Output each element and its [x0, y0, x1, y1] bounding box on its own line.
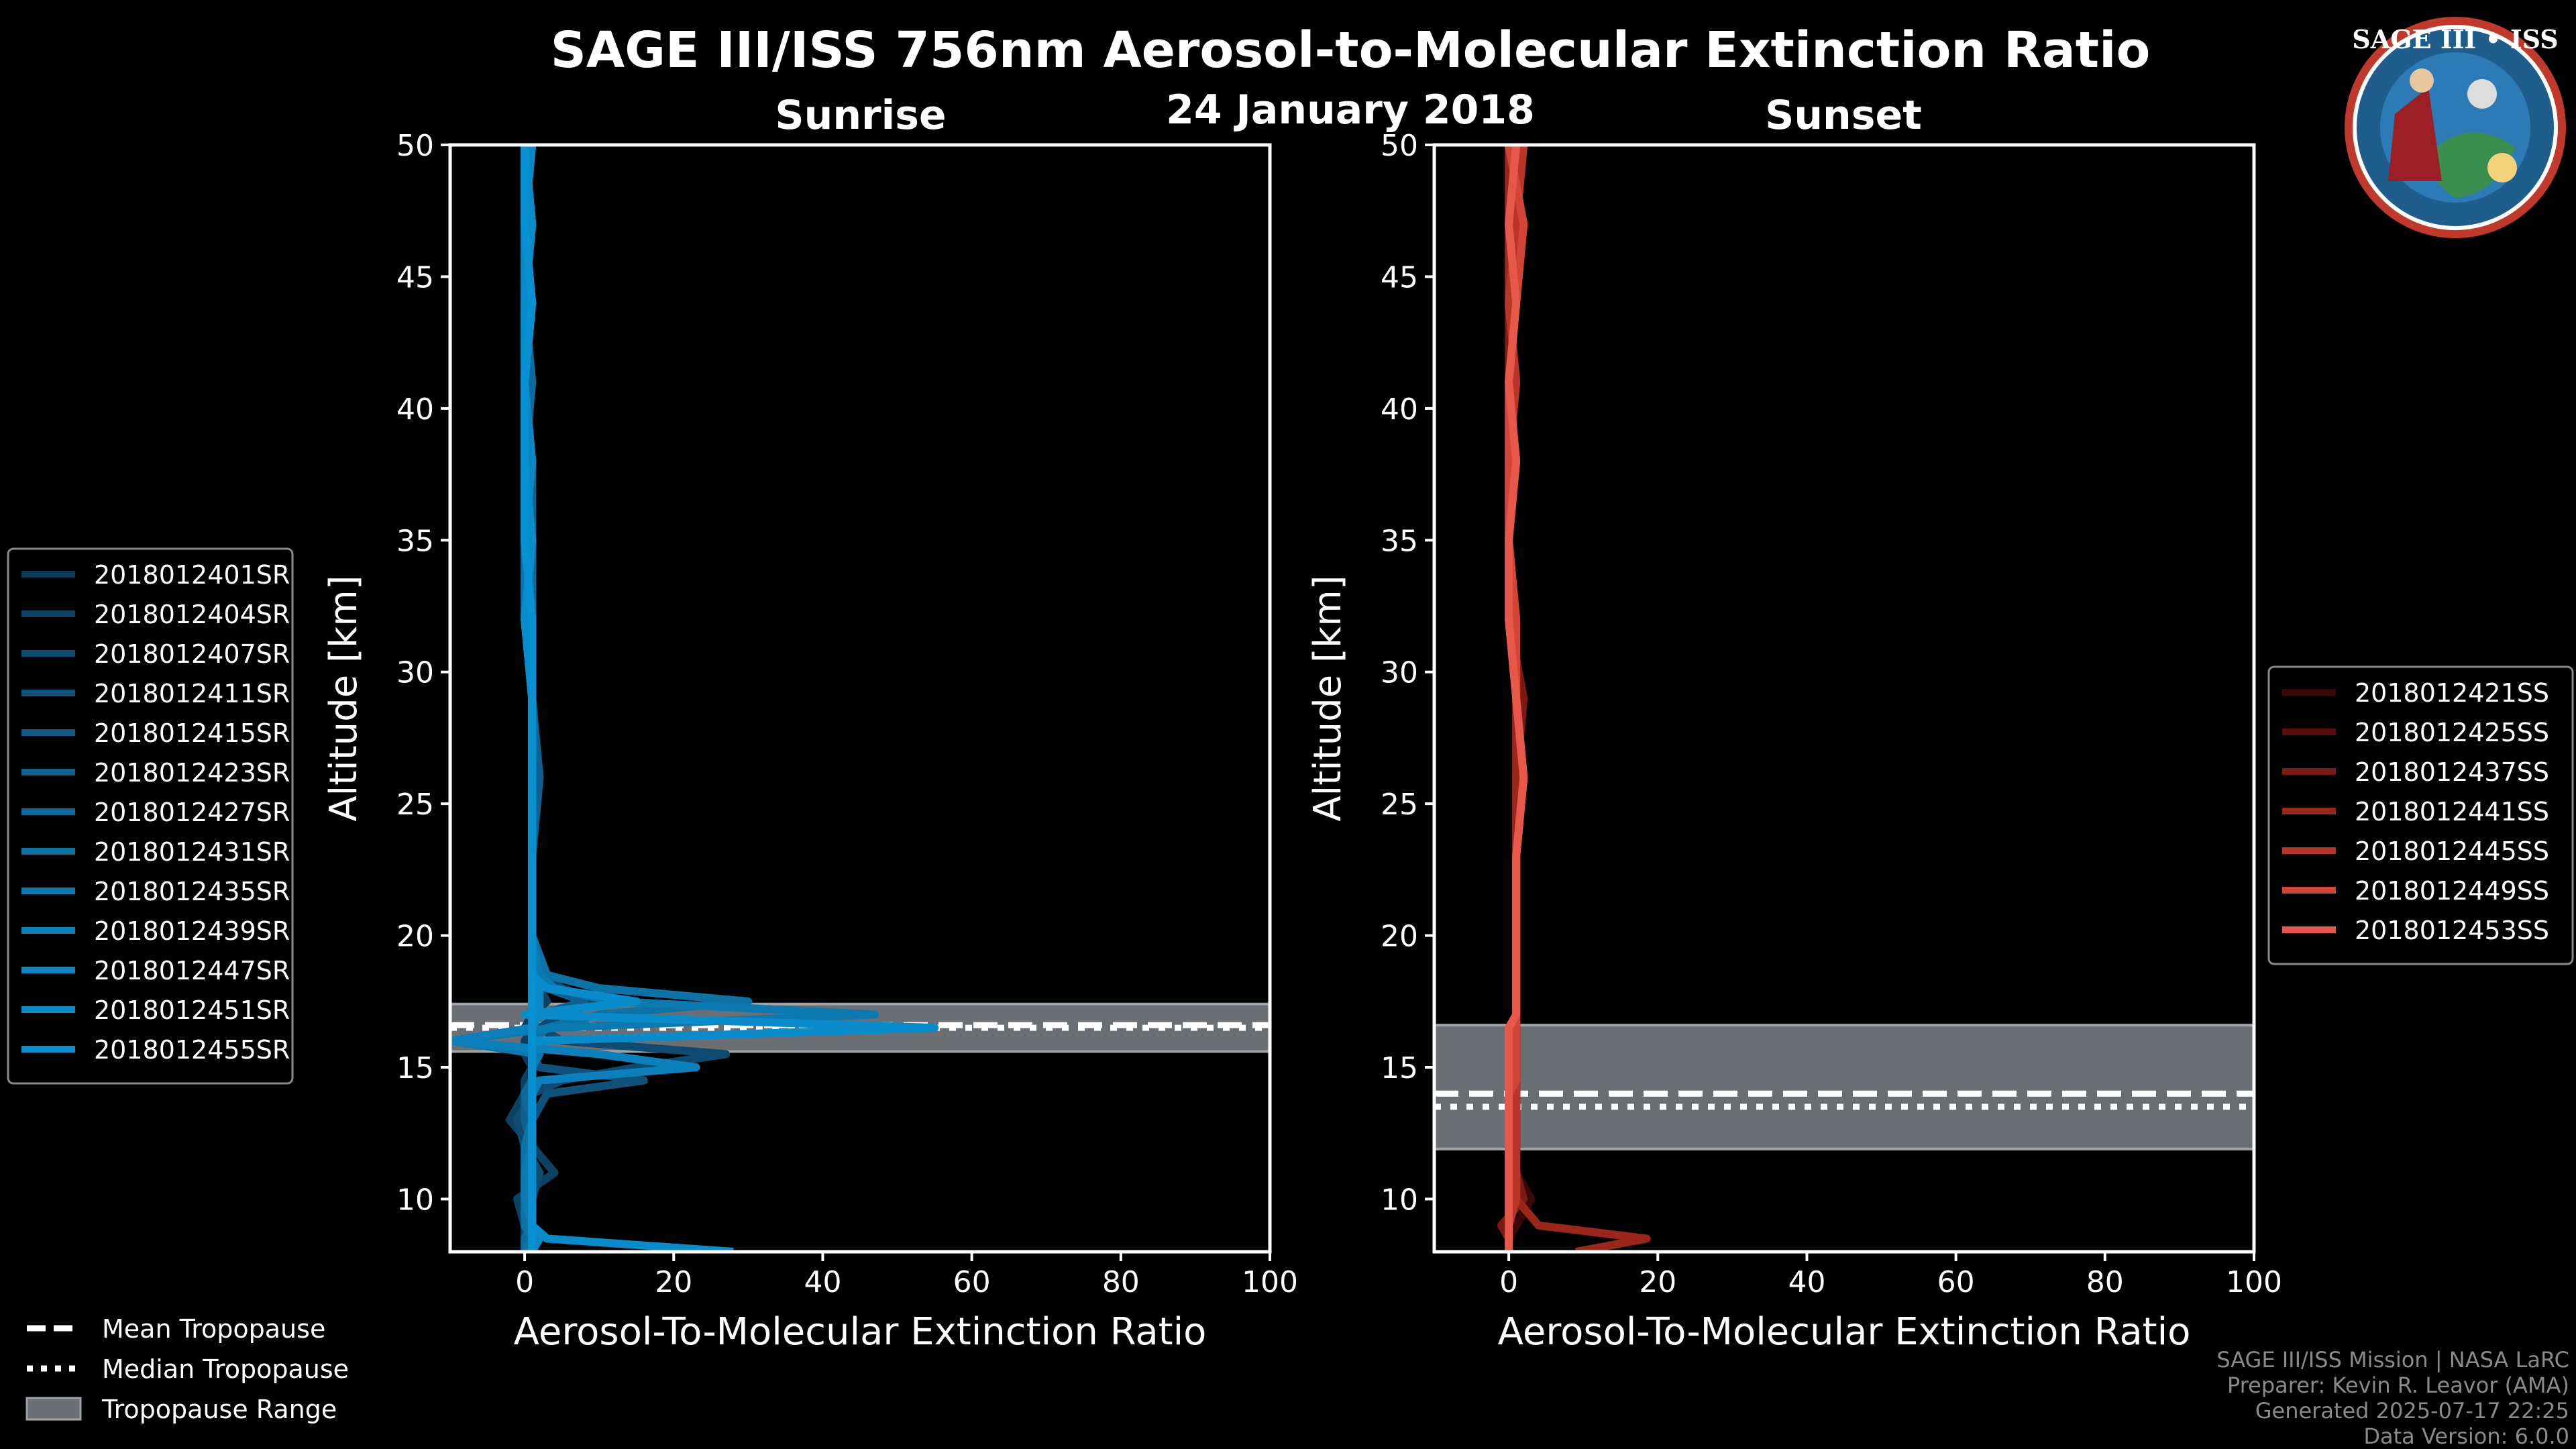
sunrise-subtitle: Sunrise — [775, 92, 946, 139]
sunrise-legend: 2018012401SR 2018012404SR 2018012407SR 2018… — [7, 547, 294, 1085]
y-tick-label: 50 — [1381, 129, 1418, 163]
legend-label: 2018012431SR — [94, 837, 290, 867]
legend-label: 2018012441SS — [2355, 797, 2549, 826]
legend-label: 2018012407SR — [94, 639, 290, 669]
credits: SAGE III/ISS Mission | NASA LaRCPreparer… — [2216, 1347, 2569, 1449]
y-tick-label: 30 — [396, 656, 434, 690]
x-tick-label: 0 — [1499, 1265, 1518, 1299]
x-tick-label: 40 — [804, 1265, 841, 1299]
y-tick-label: 25 — [1381, 788, 1418, 822]
y-tick-label: 15 — [396, 1051, 434, 1085]
credit-line: SAGE III/ISS Mission | NASA LaRC — [2216, 1347, 2569, 1373]
range-swatch — [25, 1397, 82, 1421]
mission-logo: SAGE III • ISS — [2345, 17, 2566, 238]
legend-label: 2018012425SS — [2355, 718, 2549, 747]
y-tick-label: 10 — [1381, 1183, 1418, 1217]
legend-label: 2018012421SS — [2355, 678, 2549, 708]
chart-title: SAGE III/ISS 756nm Aerosol-to-Molecular … — [551, 21, 2151, 79]
y-tick-label: 45 — [396, 260, 434, 294]
legend-label: 2018012451SR — [94, 996, 290, 1025]
tropopause-range — [1433, 1024, 2255, 1150]
y-tick-label: 20 — [1381, 920, 1418, 954]
x-tick-label: 40 — [1788, 1265, 1825, 1299]
y-tick-label: 35 — [396, 524, 434, 558]
legend-label: 2018012447SR — [94, 956, 290, 985]
panel-sunrise: 0 20 40 60 80 100 10 15 20 25 30 35 40 45 50 Aerosol-To… — [322, 129, 1298, 1354]
credit-line: Generated 2025-07-17 22:25 — [2255, 1398, 2569, 1424]
legend-frame — [2267, 665, 2574, 965]
legend-label: 2018012401SR — [94, 560, 290, 590]
profiles — [1497, 145, 1651, 1252]
y-tick-label: 50 — [396, 129, 434, 163]
credit-line: Data Version: 6.0.0 — [2363, 1424, 2569, 1449]
y-tick-label: 30 — [1381, 656, 1418, 690]
legend-label: 2018012453SS — [2355, 916, 2549, 945]
legend-label: 2018012445SS — [2355, 837, 2549, 866]
x-axis-label: Aerosol-To-Molecular Extinction Ratio — [1498, 1310, 2191, 1354]
legend-label: 2018012455SR — [94, 1035, 290, 1065]
chart-date: 24 January 2018 — [1166, 87, 1535, 133]
x-tick-label: 100 — [2226, 1265, 2282, 1299]
x-tick-label: 60 — [953, 1265, 991, 1299]
profile-2018012455SR — [521, 145, 537, 1252]
x-tick-label: 20 — [1639, 1265, 1676, 1299]
x-tick-label: 80 — [2086, 1265, 2124, 1299]
x-tick-label: 60 — [1937, 1265, 1975, 1299]
tropopause-legend-label: Mean Tropopause — [102, 1314, 325, 1344]
profiles — [450, 145, 939, 1252]
axes-frame — [1432, 143, 2256, 1254]
tropopause-legend-label: Median Tropopause — [102, 1354, 349, 1384]
y-tick-label: 20 — [396, 920, 434, 954]
tropopause-legend: Mean Tropopause Median Tropopause Tropopau… — [25, 1314, 349, 1424]
y-tick-label: 25 — [396, 788, 434, 822]
legend-label: 2018012449SS — [2355, 876, 2549, 906]
axes-frame — [448, 143, 1272, 1254]
x-tick-label: 0 — [515, 1265, 534, 1299]
credit-line: Preparer: Kevin R. Leavor (AMA) — [2227, 1373, 2569, 1398]
legend-label: 2018012427SR — [94, 798, 290, 827]
y-tick-label: 35 — [1381, 524, 1418, 558]
y-axis-label: Altitude [km] — [322, 575, 366, 821]
y-axis-label: Altitude [km] — [1306, 575, 1350, 821]
legend-label: 2018012439SR — [94, 916, 290, 946]
x-tick-label: 100 — [1242, 1265, 1298, 1299]
legend-label: 2018012423SR — [94, 758, 290, 788]
legend-frame — [7, 547, 294, 1085]
y-tick-label: 10 — [396, 1183, 434, 1217]
sunset-legend: 2018012421SS 2018012425SS 2018012437SS 2018… — [2267, 665, 2574, 965]
y-tick-label: 40 — [1381, 392, 1418, 427]
y-tick-label: 15 — [1381, 1051, 1418, 1085]
panel-sunset: 0 20 40 60 80 100 10 15 20 25 30 35 40 45 50 Aerosol-To… — [1306, 129, 2282, 1354]
legend-label: 2018012415SR — [94, 718, 290, 748]
logo-text: SAGE III • ISS — [2352, 24, 2558, 54]
x-axis-label: Aerosol-To-Molecular Extinction Ratio — [514, 1310, 1207, 1354]
x-tick-label: 20 — [655, 1265, 692, 1299]
legend-label: 2018012404SR — [94, 600, 290, 629]
y-tick-label: 40 — [396, 392, 434, 427]
legend-label: 2018012411SR — [94, 679, 290, 708]
x-tick-label: 80 — [1102, 1265, 1140, 1299]
tropopause-legend-label: Tropopause Range — [101, 1395, 337, 1424]
legend-label: 2018012435SR — [94, 877, 290, 906]
y-tick-label: 45 — [1381, 260, 1418, 294]
legend-label: 2018012437SS — [2355, 757, 2549, 787]
profile-2018012453SS — [1505, 145, 1528, 1252]
sunset-subtitle: Sunset — [1765, 92, 1922, 139]
